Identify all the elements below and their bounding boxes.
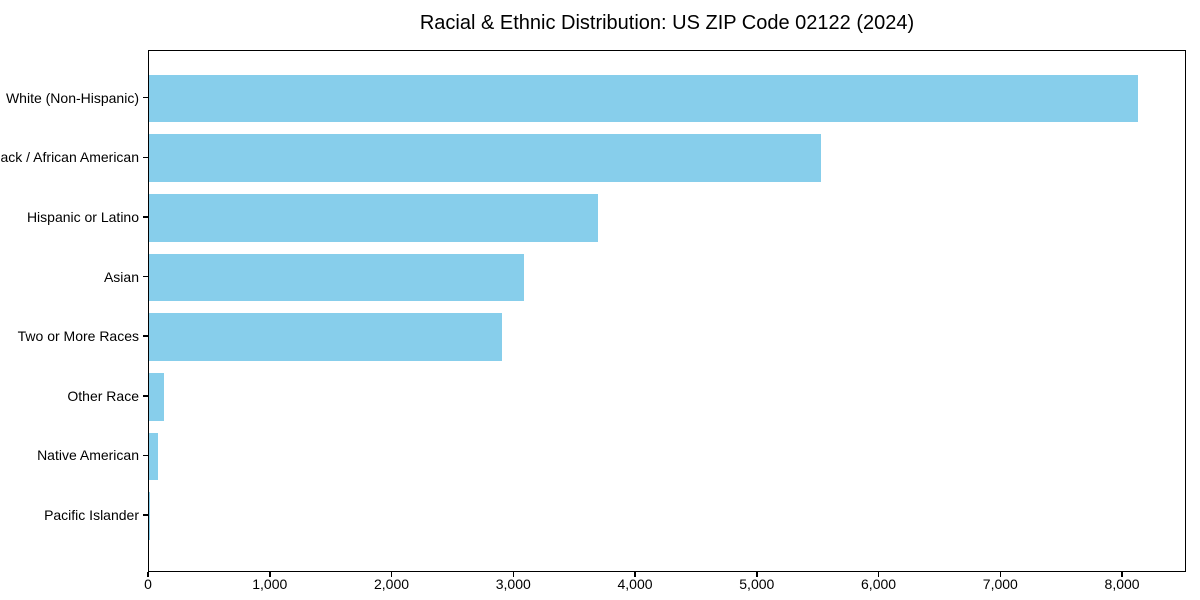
y-axis-tick bbox=[143, 275, 148, 278]
bar-native-american bbox=[149, 432, 158, 481]
y-tick-label-pacific-islander: Pacific Islander bbox=[44, 507, 139, 524]
x-tick-label-8-000: 8,000 bbox=[1104, 576, 1140, 592]
y-axis-tick bbox=[143, 96, 148, 99]
x-axis-tick bbox=[390, 572, 393, 577]
bar-other-race bbox=[149, 373, 164, 421]
x-tick-label-5-000: 5,000 bbox=[739, 576, 775, 592]
x-axis-tick bbox=[147, 572, 149, 577]
x-tick-label-0: 0 bbox=[144, 576, 152, 592]
x-axis-tick bbox=[634, 572, 636, 577]
bar-pacific-islander bbox=[149, 492, 151, 540]
x-tick-label-1-000: 1,000 bbox=[252, 576, 288, 592]
bar-asian bbox=[149, 253, 525, 302]
y-tick-label-native-american: Native American bbox=[37, 447, 139, 464]
x-axis-tick bbox=[999, 572, 1002, 577]
x-axis-tick bbox=[877, 572, 880, 577]
y-tick-label-hispanic-or-latino: Hispanic or Latino bbox=[26, 208, 139, 225]
x-axis-tick bbox=[1121, 572, 1123, 577]
y-tick-label-white-non-hispanic: White (Non-Hispanic) bbox=[5, 89, 139, 106]
y-axis-tick bbox=[143, 335, 148, 337]
y-tick-label-black-african-american: Black / African American bbox=[0, 149, 139, 166]
bar-two-or-more-races bbox=[149, 313, 503, 362]
y-axis-tick bbox=[143, 216, 148, 218]
y-axis-tick bbox=[143, 395, 148, 397]
x-tick-label-3-000: 3,000 bbox=[495, 576, 531, 592]
x-axis-tick bbox=[269, 572, 271, 577]
plot-area bbox=[148, 50, 1186, 572]
bar-black-african-american bbox=[149, 134, 822, 183]
chart-title: Racial & Ethnic Distribution: US ZIP Cod… bbox=[419, 12, 915, 34]
y-tick-label-other-race: Other Race bbox=[67, 387, 139, 404]
x-axis-tick bbox=[756, 572, 758, 577]
y-tick-label-asian: Asian bbox=[103, 268, 139, 285]
y-axis-tick bbox=[143, 156, 148, 159]
x-tick-label-2-000: 2,000 bbox=[373, 576, 410, 592]
bar-white-non-hispanic bbox=[149, 74, 1138, 123]
x-tick-label-6-000: 6,000 bbox=[861, 576, 897, 592]
x-tick-label-4-000: 4,000 bbox=[617, 576, 653, 592]
y-tick-label-two-or-more-races: Two or More Races bbox=[17, 328, 139, 345]
x-axis-tick bbox=[512, 572, 515, 577]
y-axis-tick bbox=[143, 454, 148, 457]
bar-hispanic-or-latino bbox=[149, 194, 599, 242]
y-axis-tick bbox=[143, 514, 148, 516]
x-tick-label-7-000: 7,000 bbox=[982, 576, 1018, 592]
